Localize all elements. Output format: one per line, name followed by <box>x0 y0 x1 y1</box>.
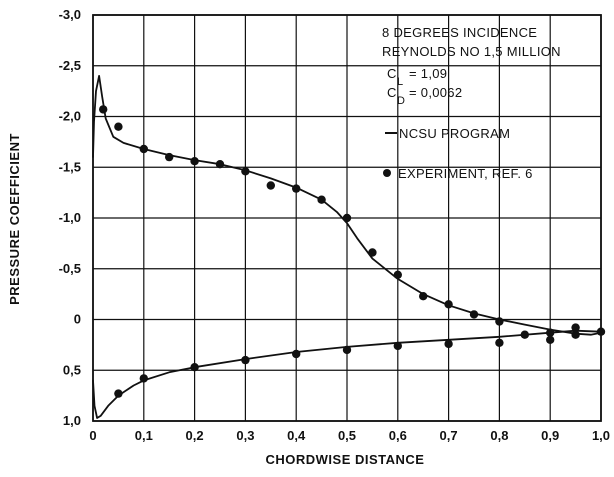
experiment-point <box>393 341 402 351</box>
x-tick-labels: 0 0,1 0,2 0,3 0,4 0,5 0,6 0,7 0,8 0,9 1,0 <box>89 428 610 443</box>
experiment-point <box>292 349 301 359</box>
x-axis-label: CHORDWISE DISTANCE <box>266 452 425 467</box>
cl-symbol: C <box>387 66 397 81</box>
cl-subscript: L <box>397 76 403 88</box>
experiment-point <box>114 122 123 131</box>
y-tick-label: -2,5 <box>59 58 81 73</box>
experiment-point <box>495 338 504 347</box>
experiment-point <box>215 160 225 169</box>
experiment-point <box>495 317 504 326</box>
experiment-point <box>114 389 123 398</box>
y-tick-label: -2,0 <box>59 109 81 124</box>
x-tick-label: 1,0 <box>592 428 610 443</box>
x-tick-label: 0,4 <box>287 428 306 443</box>
y-tick-label: -1,5 <box>59 159 81 174</box>
experiment-point <box>546 328 555 337</box>
legend-dot-marker <box>383 169 391 177</box>
y-tick-label: -0,5 <box>59 261 81 276</box>
experiment-point <box>317 195 326 204</box>
experiment-point <box>444 339 453 349</box>
experiment-point <box>139 374 148 383</box>
experiment-points <box>99 105 606 398</box>
experiment-point <box>241 167 250 176</box>
experiment-point <box>292 184 301 193</box>
y-tick-label: -1,0 <box>59 210 81 225</box>
cl-value: = 1,09 <box>409 66 447 81</box>
x-tick-label: 0,1 <box>135 428 153 443</box>
experiment-point <box>444 300 453 309</box>
x-tick-label: 0,5 <box>338 428 356 443</box>
x-tick-label: 0 <box>89 428 96 443</box>
experiment-point <box>571 323 580 332</box>
experiment-point <box>419 292 428 301</box>
y-tick-labels: -3,0 -2,5 -2,0 -1,5 -1,0 -0,5 0 0,5 1,0 <box>59 7 81 428</box>
experiment-point <box>190 157 199 166</box>
experiment-point <box>99 105 108 114</box>
y-tick-label: 1,0 <box>63 413 81 428</box>
experiment-point <box>571 330 580 339</box>
cd-subscript: D <box>397 95 405 107</box>
cd-value: = 0,0062 <box>409 85 462 100</box>
legend: NCSU PROGRAM EXPERIMENT, REF. 6 <box>383 126 533 181</box>
x-tick-label: 0,8 <box>490 428 508 443</box>
drag-coefficient: C D = 0,0062 <box>387 85 462 107</box>
experiment-point <box>520 330 529 339</box>
cd-symbol: C <box>387 85 397 100</box>
experiment-point <box>368 248 377 257</box>
plot-frame <box>92 14 602 422</box>
legend-experiment-label: EXPERIMENT, REF. 6 <box>398 166 533 181</box>
experiment-point <box>139 144 148 154</box>
plot-border <box>92 14 602 422</box>
experiment-point <box>241 355 250 365</box>
lift-coefficient: C L = 1,09 <box>387 66 447 88</box>
incidence-annotation: 8 DEGREES INCIDENCE <box>382 25 537 40</box>
y-tick-label: 0 <box>74 312 81 327</box>
experiment-point <box>469 310 479 319</box>
experiment-point <box>546 335 555 344</box>
experiment-point <box>393 270 402 279</box>
x-tick-label: 0,6 <box>389 428 407 443</box>
reynolds-annotation: REYNOLDS NO 1,5 MILLION <box>382 44 561 59</box>
x-tick-label: 0,2 <box>186 428 204 443</box>
experiment-point <box>266 181 275 190</box>
experiment-point <box>342 345 352 355</box>
legend-program-label: NCSU PROGRAM <box>399 126 510 141</box>
experiment-point <box>342 213 352 223</box>
y-tick-label: -3,0 <box>59 7 81 22</box>
experiment-point <box>190 363 199 372</box>
y-axis-label: PRESSURE COEFFICIENT <box>7 133 22 305</box>
upper-surface-curve <box>92 75 602 336</box>
x-tick-label: 0,7 <box>440 428 458 443</box>
y-tick-label: 0,5 <box>63 362 81 377</box>
experiment-point <box>165 152 174 162</box>
x-tick-label: 0,9 <box>541 428 559 443</box>
x-tick-label: 0,3 <box>236 428 254 443</box>
